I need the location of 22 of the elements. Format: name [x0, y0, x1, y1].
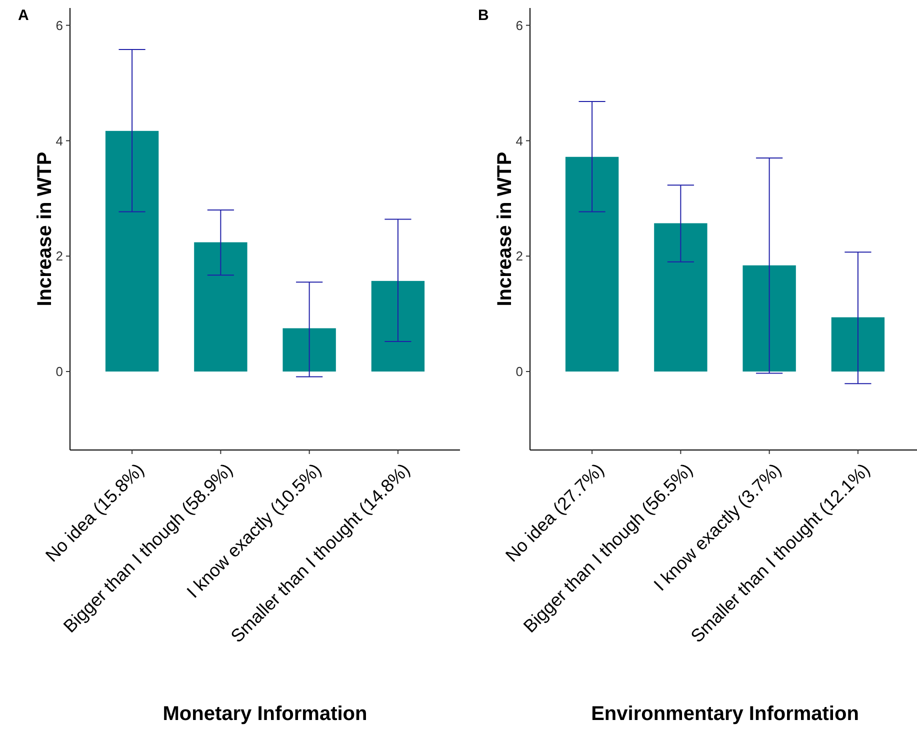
y-tick-label: 2 [56, 248, 63, 264]
x-axis-title: Monetary Information [162, 703, 368, 725]
bar [831, 317, 885, 372]
bar [742, 265, 796, 372]
y-tick-label: 2 [516, 248, 523, 264]
bar [565, 156, 619, 372]
x-axis-title: Environmentary Information [591, 703, 859, 725]
chart-title: B [478, 7, 489, 24]
bar [105, 130, 159, 372]
y-tick-label: 0 [56, 364, 63, 380]
y-tick-label: 4 [516, 133, 523, 148]
y-axis-title: Increase in WTP [494, 152, 516, 306]
y-axis-title: Increase in WTP [34, 152, 56, 306]
y-tick-label: 0 [516, 364, 523, 380]
bar [371, 280, 425, 372]
bar [194, 242, 248, 372]
y-tick-label: 6 [516, 18, 523, 33]
y-tick-label: 4 [56, 133, 63, 148]
y-tick-label: 6 [56, 18, 63, 33]
bar [282, 328, 336, 372]
chart-title: A [18, 7, 29, 24]
bar [654, 223, 708, 372]
